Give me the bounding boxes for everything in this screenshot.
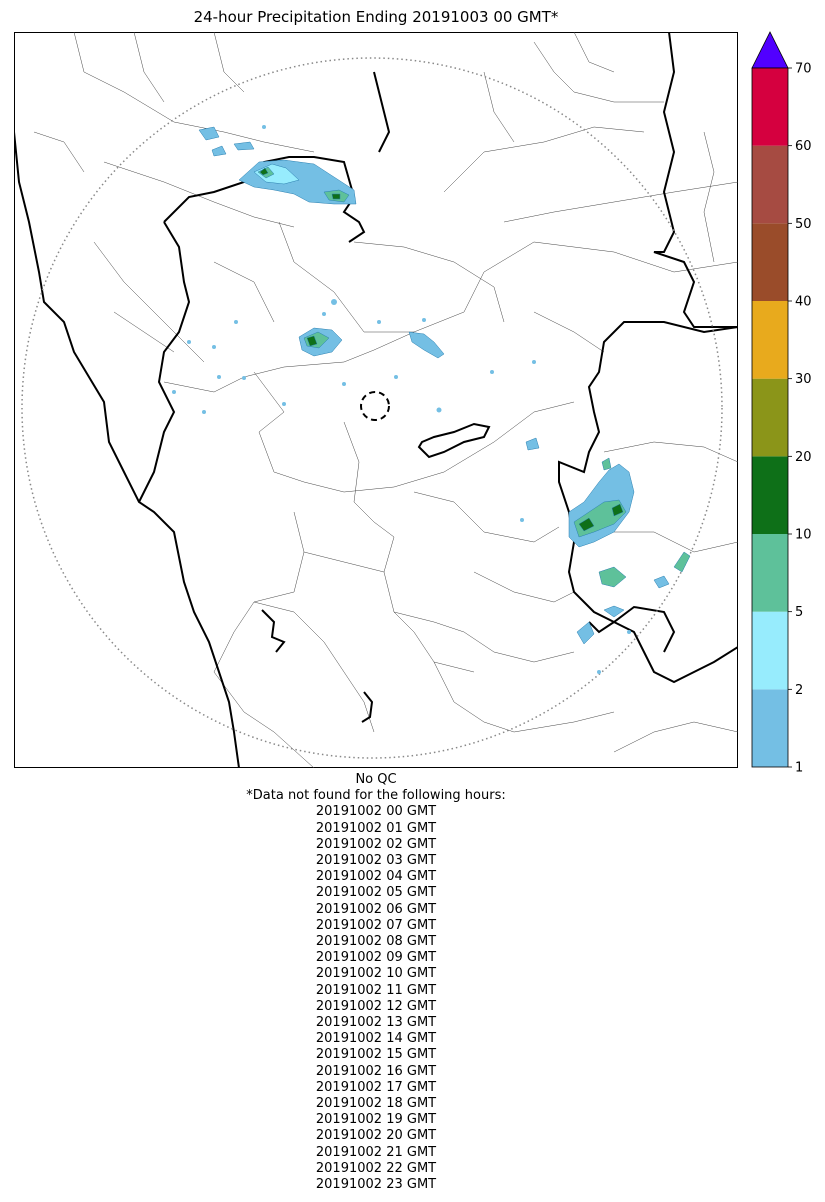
missing-hour-item: 20191002 05 GMT (315, 885, 437, 901)
precip-area-east-1 (598, 566, 627, 588)
notes: No QC *Data not found for the following … (14, 772, 738, 1193)
missing-hour-item: 20191002 15 GMT (315, 1047, 437, 1063)
colorbar-segment (752, 378, 788, 457)
colorbar-tick-label: 30 (795, 372, 812, 387)
missing-hour-item: 20191002 23 GMT (315, 1177, 437, 1193)
colorbar-tick-label: 70 (795, 62, 812, 77)
missing-hour-item: 20191002 06 GMT (315, 901, 437, 917)
missing-hour-item: 20191002 07 GMT (315, 917, 437, 933)
precip-area-central-east (408, 331, 445, 359)
missing-hour-item: 20191002 14 GMT (315, 1031, 437, 1047)
missing-hour-item: 20191002 09 GMT (315, 950, 437, 966)
missing-hour-item: 20191002 17 GMT (315, 1079, 437, 1095)
precip-area-east-2 (603, 605, 625, 618)
colorbar-tick-label: 20 (795, 450, 812, 465)
precip-area-east-3 (653, 575, 670, 589)
precip-area-central-west-heavy (306, 335, 318, 347)
colorbar-segment (752, 301, 788, 379)
missing-hour-item: 20191002 03 GMT (315, 853, 437, 869)
missing-hour-item: 20191002 19 GMT (315, 1112, 437, 1128)
missing-hour-item: 20191002 01 GMT (315, 820, 437, 836)
missing-hour-item: 20191002 16 GMT (315, 1063, 437, 1079)
colorbar: 1 2 5 10 20 30 40 50 60 70 (751, 31, 812, 776)
precip-area-east-north-1 (601, 457, 612, 471)
colorbar-tick-label: 60 (795, 139, 812, 154)
colorbar-tick-label: 10 (795, 528, 812, 543)
missing-hour-item: 20191002 21 GMT (315, 1144, 437, 1160)
colorbar-tick-label: 1 (795, 761, 803, 776)
missing-hour-item: 20191002 11 GMT (315, 982, 437, 998)
district-boundaries (33, 32, 738, 768)
state-boundaries (14, 32, 738, 768)
missing-hours-list: 20191002 00 GMT 20191002 01 GMT 20191002 0… (14, 804, 738, 1193)
missing-hour-item: 20191002 12 GMT (315, 998, 437, 1014)
missing-hour-item: 20191002 02 GMT (315, 836, 437, 852)
precip-speckles (172, 125, 631, 674)
precipitation-map (14, 32, 738, 768)
precip-area-north-heavy (259, 167, 269, 176)
chart-title: 24-hour Precipitation Ending 20191003 00… (193, 8, 559, 26)
missing-hour-item: 20191002 08 GMT (315, 934, 437, 950)
precip-area-north-east-heavy (331, 193, 341, 200)
colorbar-segment (752, 145, 788, 224)
colorbar-segment (752, 611, 788, 690)
missing-hour-item: 20191002 13 GMT (315, 1015, 437, 1031)
missing-hour-item: 20191002 10 GMT (315, 966, 437, 982)
colorbar-segment (752, 68, 788, 146)
missing-hour-item: 20191002 22 GMT (315, 1160, 437, 1176)
colorbar-ticks: 1 2 5 10 20 30 40 50 60 70 (788, 62, 812, 776)
colorbar-segment (752, 456, 788, 534)
precip-areas (198, 126, 691, 645)
precip-area-nw-2 (211, 145, 227, 157)
radar-site-marker (360, 391, 390, 421)
missing-hour-item: 20191002 04 GMT (315, 869, 437, 885)
map-frame (14, 32, 738, 768)
colorbar-segment (752, 534, 788, 612)
precip-area-east-band-heavy (578, 517, 595, 532)
precip-area-east-band-heavy-2 (611, 503, 624, 517)
precip-area-south-east (576, 621, 595, 645)
missing-data-header: *Data not found for the following hours: (246, 788, 506, 804)
colorbar-tick-label: 2 (795, 683, 803, 698)
missing-hour-item: 20191002 00 GMT (315, 804, 437, 820)
colorbar-segment (752, 223, 788, 301)
colorbar-extend-arrow (751, 31, 789, 69)
radar-range-ring (21, 57, 723, 759)
precip-area-east-north-2 (525, 437, 540, 451)
qc-note: No QC (355, 772, 397, 787)
colorbar-tick-label: 40 (795, 295, 812, 310)
missing-hour-item: 20191002 20 GMT (315, 1128, 437, 1144)
colorbar-tick-label: 50 (795, 217, 812, 232)
colorbar-segments (751, 31, 789, 768)
colorbar-frame (751, 67, 789, 768)
colorbar-segment (752, 689, 788, 767)
precip-area-nw-3 (233, 141, 255, 151)
precip-area-east-4 (673, 551, 691, 573)
colorbar-tick-label: 5 (795, 605, 803, 620)
precip-area-nw-1 (198, 126, 220, 141)
missing-hour-item: 20191002 18 GMT (315, 1096, 437, 1112)
